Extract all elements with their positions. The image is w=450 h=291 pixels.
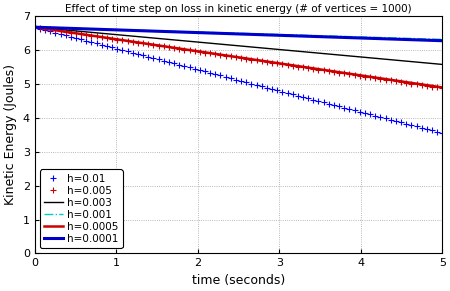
h=0.001	[32, 25, 37, 29]
h=0.0001	[32, 25, 37, 29]
h=0.005	[32, 25, 37, 29]
Line: h=0.01: h=0.01	[32, 24, 445, 136]
h=0.0005	[430, 84, 435, 88]
h=0.001	[440, 38, 445, 41]
h=0.001	[366, 36, 372, 39]
Line: h=0.0001: h=0.0001	[35, 27, 442, 41]
h=0.01	[32, 25, 37, 29]
h=0.0005	[274, 61, 280, 65]
h=0.005	[280, 63, 285, 66]
h=0.005	[295, 65, 301, 68]
h=0.0005	[366, 75, 372, 78]
Line: h=0.001: h=0.001	[35, 27, 442, 39]
h=0.0001	[274, 33, 280, 37]
Title: Effect of time step on loss in kinetic energy (# of vertices = 1000): Effect of time step on loss in kinetic e…	[65, 4, 412, 14]
Line: h=0.005: h=0.005	[32, 24, 445, 91]
h=0.0001	[225, 32, 231, 35]
h=0.01	[310, 98, 316, 101]
h=0.0005	[32, 25, 37, 29]
h=0.003	[225, 43, 231, 47]
h=0.005	[212, 52, 218, 56]
h=0.0001	[228, 32, 234, 36]
h=0.005	[310, 67, 316, 71]
h=0.003	[32, 25, 37, 29]
Legend: h=0.01, h=0.005, h=0.003, h=0.001, h=0.0005, h=0.0001: h=0.01, h=0.005, h=0.003, h=0.001, h=0.0…	[40, 169, 122, 248]
h=0.001	[430, 37, 435, 41]
h=0.003	[228, 43, 234, 47]
h=0.01	[440, 132, 445, 135]
h=0.01	[274, 88, 280, 92]
h=0.0005	[228, 54, 234, 58]
h=0.0005	[225, 54, 231, 58]
h=0.003	[274, 48, 280, 51]
h=0.0001	[366, 37, 372, 40]
h=0.01	[212, 72, 218, 76]
h=0.0001	[252, 33, 258, 36]
h=0.01	[280, 90, 285, 93]
h=0.001	[228, 31, 234, 35]
h=0.0005	[440, 86, 445, 89]
h=0.001	[252, 32, 258, 36]
X-axis label: time (seconds): time (seconds)	[192, 274, 285, 287]
h=0.001	[274, 33, 280, 36]
Y-axis label: Kinetic Energy (Joules): Kinetic Energy (Joules)	[4, 64, 17, 205]
h=0.0001	[430, 39, 435, 42]
h=0.003	[252, 46, 258, 49]
h=0.001	[225, 31, 231, 35]
h=0.005	[274, 62, 280, 65]
Line: h=0.0005: h=0.0005	[35, 27, 442, 88]
h=0.0005	[252, 58, 258, 61]
h=0.005	[393, 79, 399, 83]
h=0.003	[430, 62, 435, 65]
h=0.0001	[440, 39, 445, 42]
h=0.005	[440, 86, 445, 90]
h=0.003	[440, 63, 445, 66]
h=0.01	[393, 119, 399, 123]
h=0.003	[366, 56, 372, 59]
Line: h=0.003: h=0.003	[35, 27, 442, 64]
h=0.01	[295, 94, 301, 97]
